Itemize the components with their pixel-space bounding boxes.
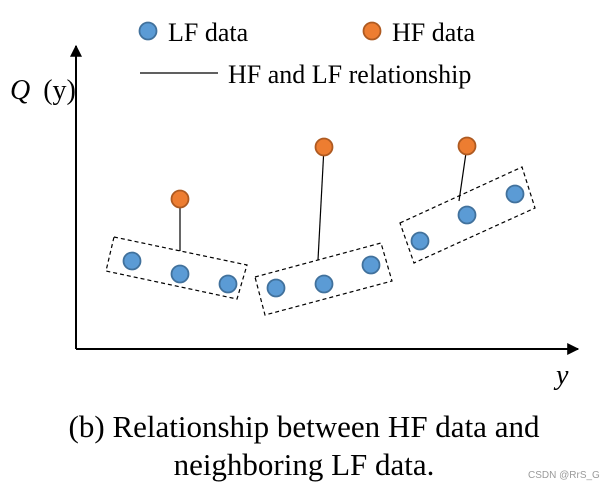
lf-group-box-3: [399, 166, 536, 264]
legend-lf-label: LF data: [168, 18, 249, 47]
y-axis-label-main: Q: [10, 75, 30, 106]
hf-point-1: [170, 189, 190, 209]
hf-point-2: [314, 137, 334, 157]
watermark: CSDN @RrS_G: [528, 470, 600, 481]
legend-hf-label: HF data: [392, 18, 476, 47]
lf-point-2a: [266, 278, 286, 298]
legend-hf-marker: [362, 21, 382, 41]
caption-line-1: (b) Relationship between HF data and: [68, 409, 540, 444]
lf-point-1c: [218, 274, 238, 294]
lf-point-2b: [314, 274, 334, 294]
relationship-line-2: [317, 146, 325, 261]
y-axis-label: Q (y): [10, 75, 76, 106]
lf-group-box-2: [254, 242, 393, 316]
lf-point-3a: [410, 231, 430, 251]
y-axis-label-paren: (y): [43, 75, 76, 106]
hf-point-3: [457, 136, 477, 156]
lf-point-3c: [505, 184, 525, 204]
figure-caption: (b) Relationship between HF data and nei…: [0, 408, 608, 484]
lf-point-3b: [457, 205, 477, 225]
lf-point-1b: [170, 264, 190, 284]
legend-lf-marker: [138, 21, 158, 41]
lf-point-2c: [361, 255, 381, 275]
lf-group-box-1: [105, 236, 248, 300]
caption-line-2: neighboring LF data.: [173, 447, 435, 482]
lf-point-1a: [122, 251, 142, 271]
x-axis-label: y: [553, 360, 569, 391]
legend-relationship-label: HF and LF relationship: [228, 60, 471, 89]
